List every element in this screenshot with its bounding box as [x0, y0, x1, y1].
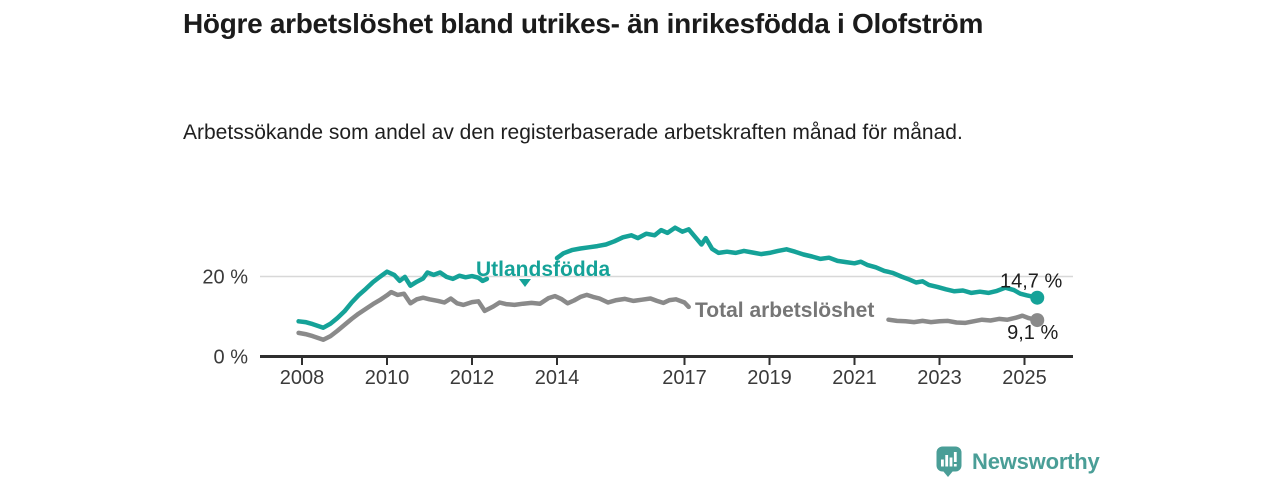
end-value-label-total: 9,1 % — [1007, 322, 1058, 344]
series-line-utlandsfodda — [296, 269, 490, 330]
x-tick-label-2023: 2023 — [917, 367, 962, 389]
x-tick-label-2012: 2012 — [450, 367, 495, 389]
series-line-total-arbetsloshet — [886, 313, 1040, 326]
series-label-total-arbetsloshet: Total arbetslöshet — [695, 299, 874, 322]
end-dot-layer — [1030, 290, 1045, 328]
y-tick-label-20: 20 % — [202, 267, 248, 289]
end-dot-total-arbetsloshet — [1030, 313, 1045, 328]
series-label-utlandsfodda: Utlandsfödda — [476, 258, 610, 281]
x-tick-label-2021: 2021 — [832, 367, 877, 389]
series-layer — [296, 225, 1040, 342]
x-tick-label-2025: 2025 — [1002, 367, 1047, 389]
axis-layer: 0 % 20 % 2008 2010 2012 2014 2017 2019 2021 2023 2… — [202, 267, 1073, 389]
x-tick-label-2017: 2017 — [662, 367, 707, 389]
x-tick-label-2010: 2010 — [365, 367, 410, 389]
bar-chart-speech-bubble-icon — [936, 446, 962, 477]
series-label-pointer-icon — [519, 279, 531, 287]
chart-subtitle: Arbetssökande som andel av den registerb… — [183, 121, 963, 144]
end-value-label-utlandsfodda: 14,7 % — [1000, 271, 1062, 293]
x-tick-label-2008: 2008 — [280, 367, 325, 389]
series-line-total-arbetsloshet — [296, 289, 691, 342]
end-dot-utlandsfodda — [1030, 290, 1045, 305]
x-tick-label-2019: 2019 — [747, 367, 792, 389]
newsworthy-logo-text: Newsworthy — [972, 448, 1100, 474]
y-tick-label-0: 0 % — [214, 347, 249, 369]
newsworthy-logo: Newsworthy — [936, 446, 1100, 477]
page-title: Högre arbetslöshet bland utrikes- än inr… — [183, 8, 984, 39]
series-line-utlandsfodda — [554, 225, 1040, 300]
x-tick-label-2014: 2014 — [535, 367, 580, 389]
